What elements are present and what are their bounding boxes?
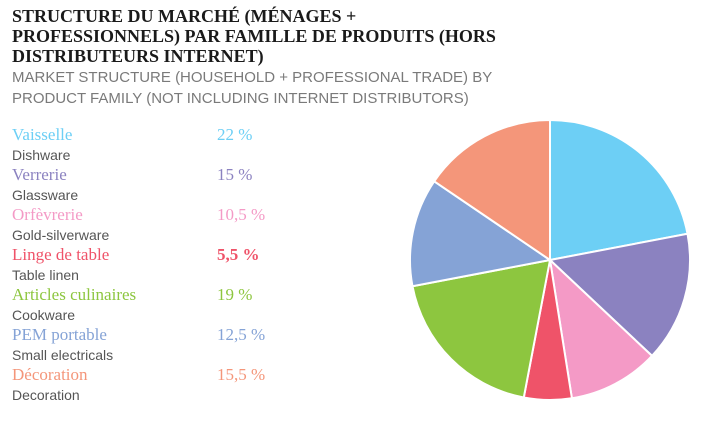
legend-item: Vaisselle 22 % Dishware	[12, 125, 342, 165]
legend-item: Linge de table 5,5 % Table linen	[12, 245, 342, 285]
legend-value: 15,5 %	[217, 365, 266, 384]
legend-value: 12,5 %	[217, 325, 266, 344]
legend-label-en: Dishware	[12, 147, 71, 163]
legend-value: 22 %	[217, 125, 253, 144]
chart-title-en: MARKET STRUCTURE (HOUSEHOLD + PROFESSION…	[12, 69, 492, 107]
pie-slice-1	[549, 118, 689, 262]
legend-label-en: Cookware	[12, 307, 76, 323]
pie-chart	[409, 118, 691, 401]
legend-label-fr: PEM portable	[12, 325, 107, 344]
legend-label-en: Small electricals	[12, 347, 114, 363]
pie-slice-5	[411, 258, 552, 399]
pie-slice-3	[548, 257, 654, 400]
legend-item: PEM portable 12,5 % Small electricals	[12, 325, 342, 365]
legend-label-en: Table linen	[12, 267, 79, 283]
legend-label-en: Glassware	[12, 187, 79, 203]
legend-label-en: Decoration	[12, 387, 80, 403]
chart-title-fr: STRUCTURE DU MARCHÉ (MÉNAGES + PROFESSIO…	[12, 6, 496, 66]
legend-value: 5,5 %	[217, 245, 260, 264]
legend-label-en: Gold-silverware	[12, 227, 110, 243]
legend-label-fr: Verrerie	[12, 165, 67, 184]
legend-value: 15 %	[217, 165, 253, 184]
legend: Vaisselle 22 % Dishware Verrerie 15 % Gl…	[12, 125, 342, 405]
legend-label-fr: Décoration	[12, 365, 88, 384]
legend-item: Décoration 15,5 % Decoration	[12, 365, 342, 405]
legend-label-fr: Linge de table	[12, 245, 110, 264]
legend-label-fr: Orfèvrerie	[12, 205, 83, 224]
legend-label-fr: Vaisselle	[12, 125, 73, 144]
pie-slice-7	[432, 118, 551, 262]
legend-value: 19 %	[217, 285, 253, 304]
legend-item: Articles culinaires 19 % Cookware	[12, 285, 342, 325]
legend-item: Orfèvrerie 10,5 % Gold-silverware	[12, 205, 342, 245]
legend-label-fr: Articles culinaires	[12, 285, 137, 304]
legend-value: 10,5 %	[217, 205, 266, 224]
pie-slice-2	[547, 232, 691, 358]
legend-item: Verrerie 15 % Glassware	[12, 165, 342, 205]
pie-slice-6	[409, 179, 553, 288]
